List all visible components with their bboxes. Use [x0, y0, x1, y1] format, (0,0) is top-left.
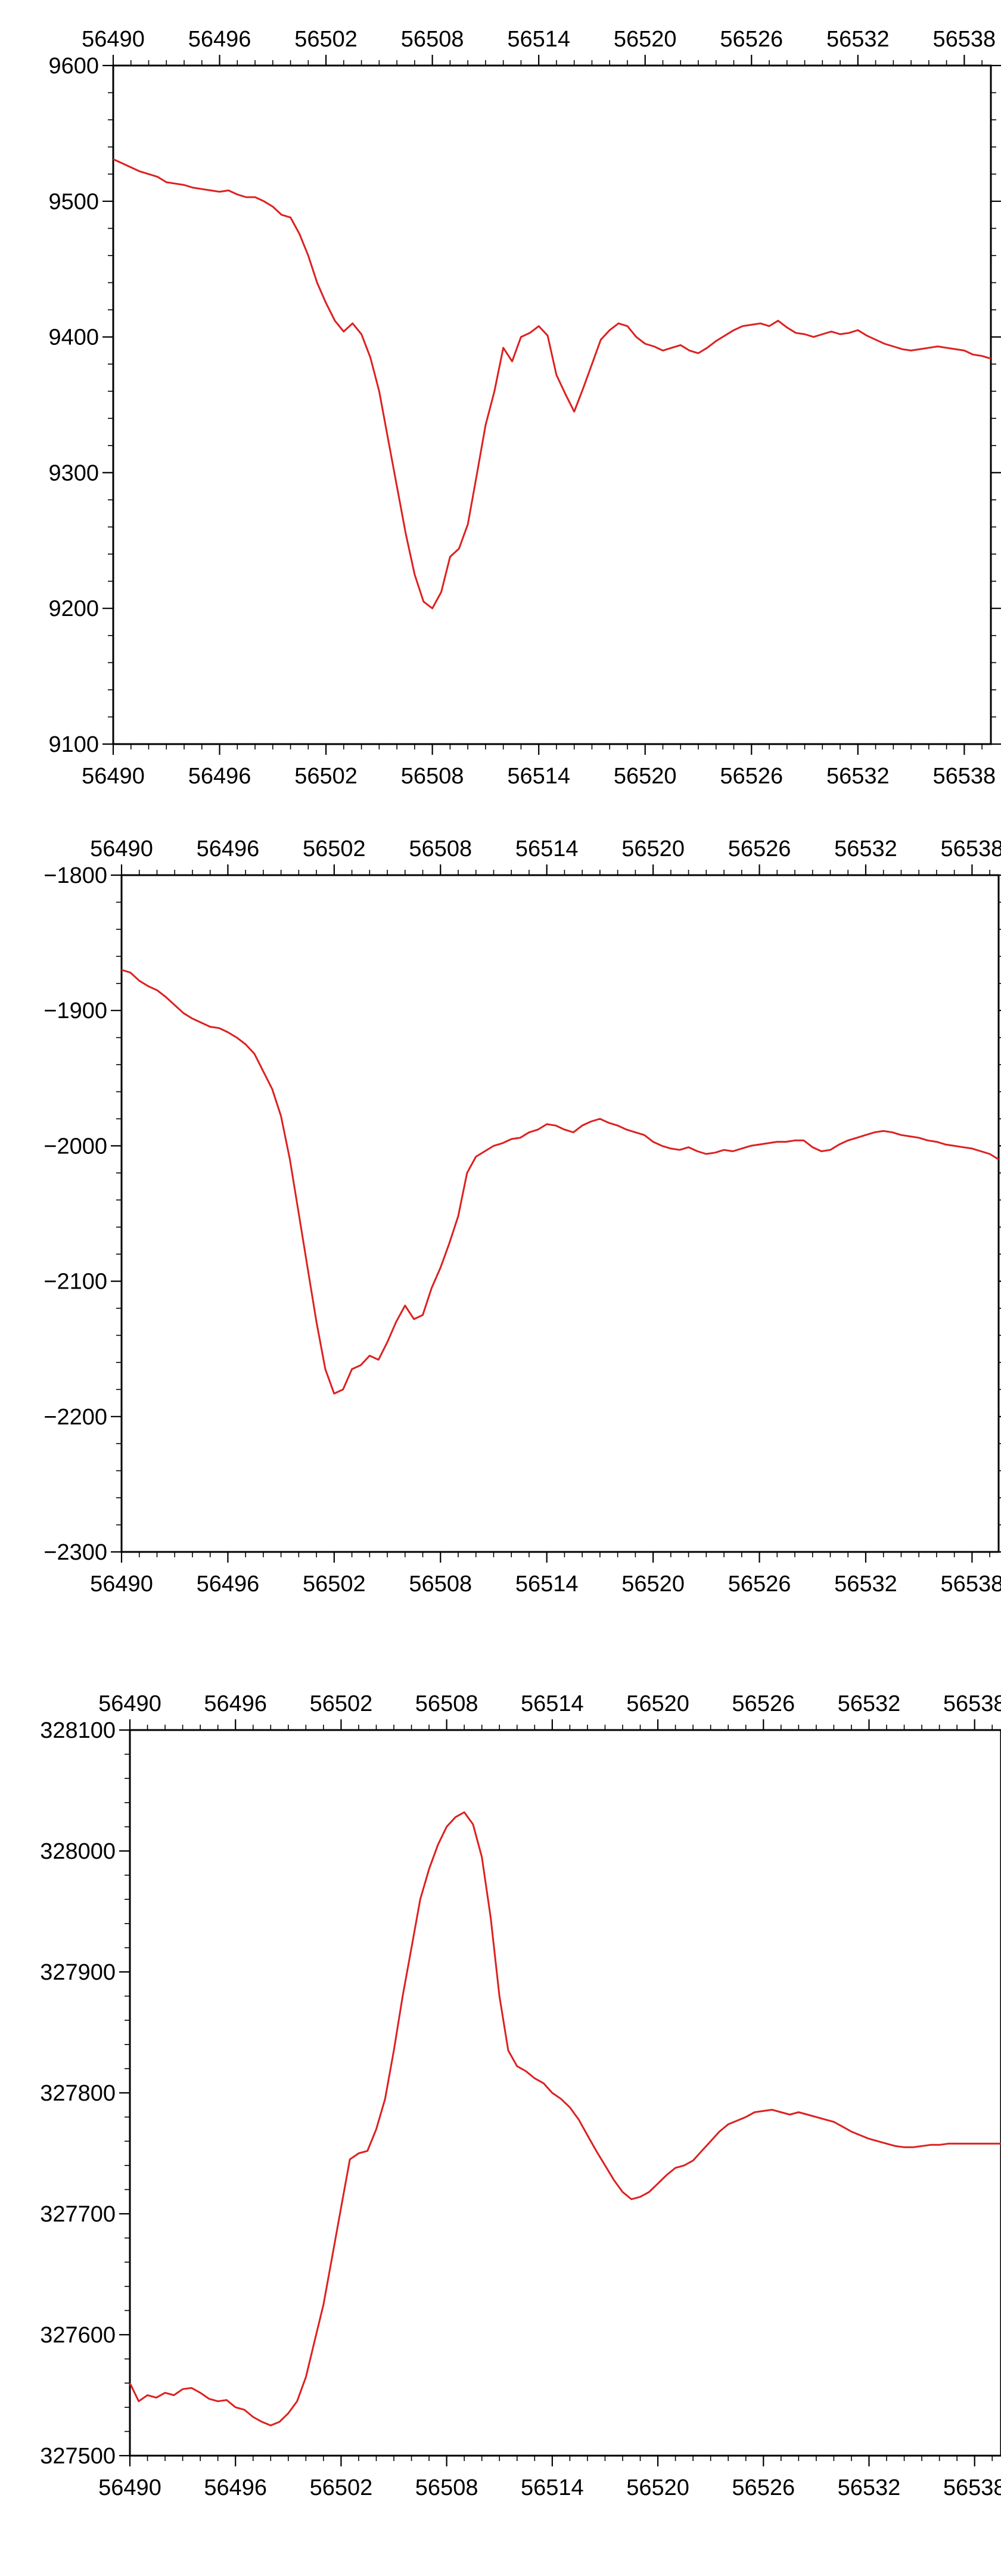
x-tick-label-bottom: 56508: [409, 1572, 472, 1597]
x-tick-label-top: 56520: [621, 836, 685, 861]
x-tick-label-top: 56496: [188, 27, 251, 52]
y-tick-label: −2200: [43, 1405, 107, 1430]
x-tick-label-bottom: 56532: [826, 764, 890, 789]
x-tick-label-top: 56490: [98, 1691, 161, 1716]
x-tick-label-bottom: 56538: [941, 1572, 1001, 1597]
y-tick-label: −2100: [43, 1270, 107, 1295]
x-tick-label-bottom: 56514: [507, 764, 570, 789]
x-tick-label-bottom: 56520: [626, 2475, 689, 2500]
x-tick-label-top: 56538: [941, 836, 1001, 861]
x-tick-label-top: 56502: [310, 1691, 373, 1716]
x-tick-label-top: 56526: [728, 836, 791, 861]
x-tick-label-bottom: 56514: [515, 1572, 579, 1597]
y-tick-label: −2300: [43, 1540, 107, 1565]
x-tick-label-bottom: 56526: [732, 2475, 795, 2500]
y-tick-label: 328100: [40, 1718, 116, 1743]
x-tick-label-bottom: 56532: [834, 1572, 897, 1597]
plot-frame: [120, 874, 1000, 1553]
plot-frame: [112, 64, 992, 745]
y-tick-label: −1900: [43, 998, 107, 1023]
y-tick-label: 328000: [40, 1839, 116, 1864]
y-tick-label: 9200: [48, 596, 99, 621]
y-tick-label: 9600: [48, 54, 99, 79]
x-tick-label-top: 56508: [409, 836, 472, 861]
y-tick-label: 327600: [40, 2323, 116, 2348]
y-tick-label: −2000: [43, 1134, 107, 1159]
x-tick-label-bottom: 56490: [98, 2475, 161, 2500]
x-tick-label-bottom: 56490: [90, 1572, 153, 1597]
x-tick-label-top: 56508: [415, 1691, 478, 1716]
y-tick-label: 9100: [48, 732, 99, 757]
x-tick-label-bottom: 56490: [82, 764, 145, 789]
y-tick-label: 327800: [40, 2081, 116, 2106]
x-tick-label-bottom: 56538: [943, 2475, 1001, 2500]
x-tick-label-top: 56520: [614, 27, 677, 52]
x-tick-label-bottom: 56502: [310, 2475, 373, 2500]
x-tick-label-bottom: 56502: [303, 1572, 366, 1597]
y-tick-label: 327900: [40, 1960, 116, 1985]
x-tick-label-top: 56508: [401, 27, 464, 52]
chart-panel-3: 327500 327600 327700 327800 327900 328000 3281…: [40, 1691, 1001, 2500]
x-tick-label-bottom: 56526: [728, 1572, 791, 1597]
chart-panel-2: −2300−2200−2100−2000−1900−18005649056490…: [43, 836, 1001, 1597]
y-tick-label: 9500: [48, 189, 99, 214]
x-tick-label-bottom: 56520: [614, 764, 677, 789]
x-tick-label-top: 56532: [838, 1691, 901, 1716]
x-tick-label-bottom: 56532: [838, 2475, 901, 2500]
series-line: [113, 158, 991, 609]
chart-panel-1: 9100920093009400950096005649056490564965…: [48, 27, 1001, 789]
x-tick-label-top: 56538: [943, 1691, 1001, 1716]
x-tick-label-top: 56532: [826, 27, 890, 52]
x-tick-label-bottom: 56538: [933, 764, 996, 789]
x-tick-label-bottom: 56496: [188, 764, 251, 789]
x-tick-label-top: 56502: [294, 27, 358, 52]
x-tick-label-bottom: 56496: [204, 2475, 267, 2500]
y-tick-label: 9300: [48, 461, 99, 486]
series-line: [121, 969, 999, 1395]
x-tick-label-top: 56496: [197, 836, 260, 861]
x-tick-label-top: 56514: [507, 27, 570, 52]
y-tick-label: −1800: [43, 863, 107, 888]
x-tick-label-top: 56532: [834, 836, 897, 861]
x-tick-label-bottom: 56526: [720, 764, 783, 789]
x-tick-label-top: 56490: [90, 836, 153, 861]
x-tick-label-bottom: 56502: [294, 764, 358, 789]
x-tick-label-top: 56514: [515, 836, 579, 861]
x-tick-label-bottom: 56496: [197, 1572, 260, 1597]
y-tick-label: 327500: [40, 2444, 116, 2469]
x-tick-label-bottom: 56508: [415, 2475, 478, 2500]
x-tick-label-top: 56526: [720, 27, 783, 52]
x-tick-label-bottom: 56514: [521, 2475, 584, 2500]
series-line: [129, 1811, 1001, 2426]
x-tick-label-top: 56538: [933, 27, 996, 52]
x-tick-label-top: 56496: [204, 1691, 267, 1716]
x-tick-label-top: 56502: [303, 836, 366, 861]
x-tick-label-top: 56514: [521, 1691, 584, 1716]
y-tick-label: 327700: [40, 2202, 116, 2227]
x-tick-label-bottom: 56520: [621, 1572, 685, 1597]
x-tick-label-top: 56520: [626, 1691, 689, 1716]
y-tick-label: 9400: [48, 325, 99, 350]
x-tick-label-top: 56490: [82, 27, 145, 52]
x-tick-label-bottom: 56508: [401, 764, 464, 789]
x-tick-label-top: 56526: [732, 1691, 795, 1716]
